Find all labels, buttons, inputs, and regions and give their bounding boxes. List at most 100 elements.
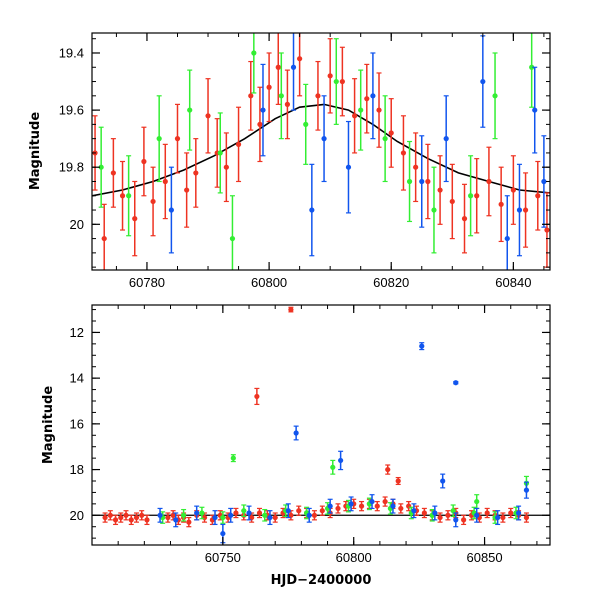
x-tick-label: 60850: [466, 550, 502, 565]
data-point: [523, 514, 530, 521]
data-point: [223, 164, 229, 170]
data-point: [348, 501, 354, 507]
data-point: [374, 503, 380, 509]
data-point: [228, 512, 234, 518]
data-point: [173, 517, 179, 523]
data-point: [492, 93, 498, 99]
data-point: [107, 512, 113, 518]
zoom-panel: Magnitude 60780 60800 60820 60840 19.4 19.6 19…: [28, 32, 551, 290]
data-point: [248, 93, 254, 99]
data-point: [319, 508, 325, 514]
data-point: [338, 457, 344, 464]
data-point: [382, 498, 388, 505]
top-plot-area: [92, 33, 550, 270]
data-point: [468, 193, 474, 199]
data-point: [500, 514, 506, 521]
data-point: [297, 56, 303, 62]
data-point: [157, 512, 163, 518]
data-point: [128, 517, 134, 523]
data-point: [515, 510, 522, 516]
data-point: [315, 93, 321, 99]
data-point: [437, 514, 443, 521]
data-point: [220, 514, 226, 521]
top-series-1: [98, 33, 535, 270]
data-point: [508, 510, 514, 516]
data-point: [486, 178, 492, 185]
data-point: [335, 505, 341, 512]
data-point: [241, 508, 247, 514]
data-point: [385, 466, 391, 473]
data-point: [266, 84, 272, 90]
data-point: [510, 187, 516, 193]
data-point: [181, 512, 187, 518]
data-point: [516, 207, 523, 213]
data-point: [461, 517, 467, 523]
x-tick-label: 60800: [251, 275, 287, 290]
top-series-2: [168, 33, 547, 270]
data-point: [421, 510, 427, 516]
data-point: [186, 519, 192, 525]
data-point: [288, 306, 294, 313]
data-point: [461, 216, 468, 222]
data-point: [495, 514, 501, 521]
data-point: [311, 512, 318, 518]
top-frame: [91, 32, 551, 271]
data-point: [330, 464, 336, 470]
data-point: [156, 136, 162, 142]
x-tick-label: 60750: [205, 550, 241, 565]
data-point: [449, 198, 455, 205]
data-point: [296, 508, 302, 514]
data-point: [101, 235, 107, 242]
x-tick-label: 60820: [373, 275, 409, 290]
data-point: [345, 164, 352, 170]
y-tick-label: 20: [70, 508, 84, 523]
data-point: [102, 514, 108, 521]
x-tick-label: 60840: [495, 275, 531, 290]
data-point: [230, 455, 236, 461]
data-point: [251, 50, 257, 56]
data-point: [364, 96, 370, 102]
data-point: [419, 178, 425, 185]
data-point: [260, 107, 266, 113]
data-point: [445, 512, 451, 518]
y-tick-label: 18: [70, 462, 84, 477]
data-point: [293, 430, 299, 436]
x-tick-label: 60780: [129, 275, 165, 290]
data-point: [126, 193, 132, 199]
data-point: [233, 510, 239, 516]
full-panel: Magnitude HJD−2400000 60750 60800 60850 12 1…: [41, 304, 551, 588]
data-point: [199, 510, 205, 516]
data-point: [139, 512, 145, 518]
data-point: [174, 136, 181, 142]
data-point: [187, 107, 193, 113]
data-point: [123, 512, 129, 518]
data-point: [406, 178, 413, 185]
bottom-x-axis-title: HJD−2400000: [271, 573, 372, 588]
data-point: [432, 510, 438, 516]
data-point: [395, 478, 401, 484]
bottom-series-2: [157, 342, 530, 544]
y-tick-label: 16: [70, 416, 84, 431]
y-tick-label: 19.6: [59, 103, 84, 118]
data-point: [193, 170, 199, 176]
data-point: [453, 380, 459, 386]
data-point: [474, 193, 480, 199]
data-point: [523, 487, 530, 493]
top-series-0: [92, 33, 550, 270]
data-point: [544, 227, 550, 233]
data-point: [98, 164, 104, 170]
data-point: [431, 207, 437, 213]
data-point: [306, 512, 312, 518]
data-point: [205, 113, 211, 119]
data-point: [351, 113, 358, 119]
data-point: [170, 512, 176, 518]
data-point: [110, 170, 116, 176]
data-point: [275, 64, 281, 70]
data-point: [474, 512, 480, 518]
data-point: [132, 216, 138, 222]
data-point: [484, 510, 490, 516]
data-point: [229, 235, 236, 242]
bottom-y-axis-title: Magnitude: [41, 386, 56, 465]
bottom-series-0: [102, 306, 530, 528]
data-point: [272, 514, 278, 521]
